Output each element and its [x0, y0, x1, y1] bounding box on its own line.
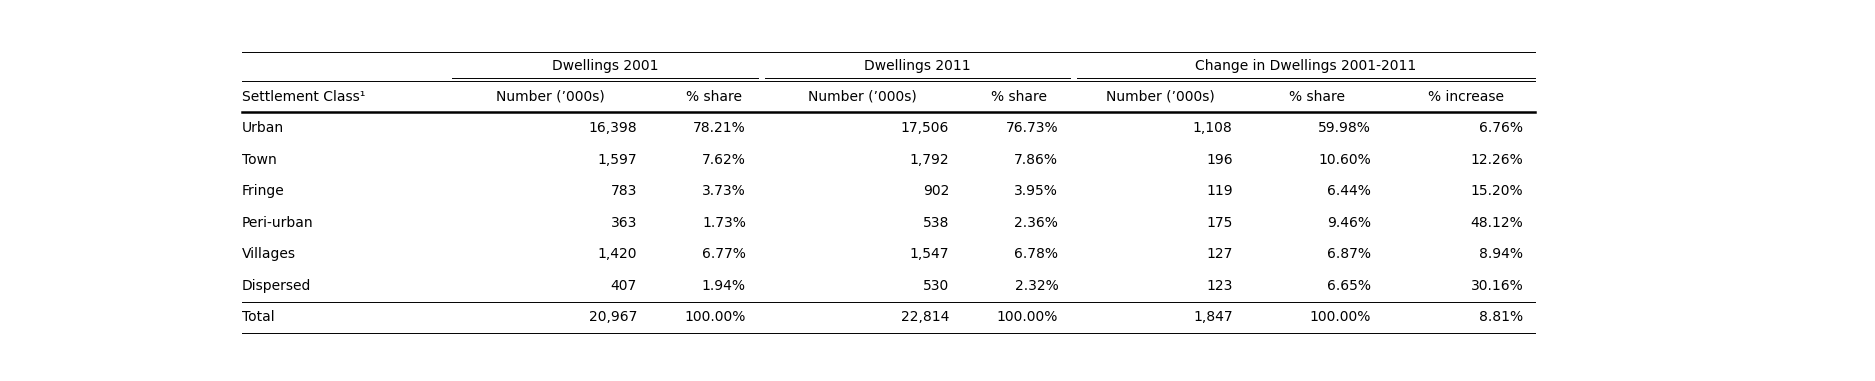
Text: 6.76%: 6.76% — [1479, 121, 1522, 135]
Text: 3.73%: 3.73% — [701, 184, 746, 198]
Text: Fringe: Fringe — [242, 184, 285, 198]
Text: 6.65%: 6.65% — [1328, 279, 1371, 293]
Text: 10.60%: 10.60% — [1318, 152, 1371, 166]
Text: % share: % share — [1288, 90, 1344, 104]
Text: % share: % share — [686, 90, 742, 104]
Text: Number (’000s): Number (’000s) — [808, 90, 917, 104]
Text: 8.81%: 8.81% — [1479, 311, 1522, 325]
Text: 30.16%: 30.16% — [1470, 279, 1522, 293]
Text: Town: Town — [242, 152, 276, 166]
Text: 2.36%: 2.36% — [1014, 216, 1058, 230]
Text: Villages: Villages — [242, 247, 296, 261]
Text: 1,847: 1,847 — [1192, 311, 1232, 325]
Text: Total: Total — [242, 311, 274, 325]
Text: 196: 196 — [1206, 152, 1232, 166]
Text: 16,398: 16,398 — [589, 121, 638, 135]
Text: 407: 407 — [611, 279, 638, 293]
Text: 9.46%: 9.46% — [1328, 216, 1371, 230]
Text: 1,597: 1,597 — [598, 152, 638, 166]
Text: Dwellings 2011: Dwellings 2011 — [864, 59, 971, 74]
Text: Dispersed: Dispersed — [242, 279, 311, 293]
Text: Dwellings 2001: Dwellings 2001 — [551, 59, 658, 74]
Text: 12.26%: 12.26% — [1470, 152, 1522, 166]
Text: 1.73%: 1.73% — [701, 216, 746, 230]
Text: 6.87%: 6.87% — [1328, 247, 1371, 261]
Text: 6.44%: 6.44% — [1328, 184, 1371, 198]
Text: Peri-urban: Peri-urban — [242, 216, 313, 230]
Text: 100.00%: 100.00% — [684, 311, 746, 325]
Text: 22,814: 22,814 — [902, 311, 949, 325]
Text: 1,792: 1,792 — [909, 152, 949, 166]
Text: 902: 902 — [922, 184, 949, 198]
Text: 2.32%: 2.32% — [1014, 279, 1058, 293]
Text: 15.20%: 15.20% — [1470, 184, 1522, 198]
Text: 538: 538 — [922, 216, 949, 230]
Text: Settlement Class¹: Settlement Class¹ — [242, 90, 366, 104]
Text: 100.00%: 100.00% — [1309, 311, 1371, 325]
Text: 7.86%: 7.86% — [1014, 152, 1058, 166]
Text: 1.94%: 1.94% — [701, 279, 746, 293]
Text: 100.00%: 100.00% — [998, 311, 1057, 325]
Text: 8.94%: 8.94% — [1479, 247, 1522, 261]
Text: 1,420: 1,420 — [598, 247, 638, 261]
Text: 530: 530 — [922, 279, 949, 293]
Text: 20,967: 20,967 — [589, 311, 638, 325]
Text: % increase: % increase — [1429, 90, 1504, 104]
Text: 783: 783 — [611, 184, 638, 198]
Text: 48.12%: 48.12% — [1470, 216, 1522, 230]
Text: 76.73%: 76.73% — [1005, 121, 1058, 135]
Text: 59.98%: 59.98% — [1318, 121, 1371, 135]
Text: 1,108: 1,108 — [1192, 121, 1232, 135]
Text: Number (’000s): Number (’000s) — [1106, 90, 1215, 104]
Text: 78.21%: 78.21% — [694, 121, 746, 135]
Text: Urban: Urban — [242, 121, 283, 135]
Text: Number (’000s): Number (’000s) — [497, 90, 606, 104]
Text: 3.95%: 3.95% — [1014, 184, 1058, 198]
Text: 127: 127 — [1206, 247, 1232, 261]
Text: 6.77%: 6.77% — [701, 247, 746, 261]
Text: 175: 175 — [1206, 216, 1232, 230]
Text: 7.62%: 7.62% — [701, 152, 746, 166]
Text: % share: % share — [992, 90, 1046, 104]
Text: 363: 363 — [611, 216, 638, 230]
Text: Change in Dwellings 2001-2011: Change in Dwellings 2001-2011 — [1196, 59, 1418, 74]
Text: 119: 119 — [1206, 184, 1232, 198]
Text: 1,547: 1,547 — [909, 247, 949, 261]
Text: 17,506: 17,506 — [902, 121, 949, 135]
Text: 6.78%: 6.78% — [1014, 247, 1058, 261]
Text: 123: 123 — [1206, 279, 1232, 293]
